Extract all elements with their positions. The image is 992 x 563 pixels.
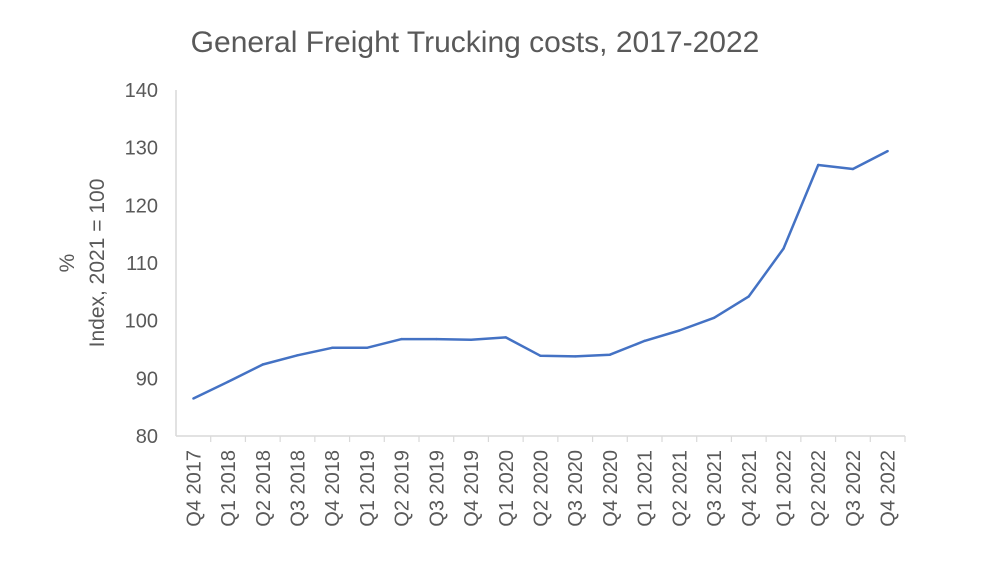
data-point [886,149,889,153]
x-tick-label: Q4 2018 [322,450,344,527]
data-point [365,346,369,349]
x-tick-label: Q4 2017 [183,450,205,527]
x-tick-label: Q4 2020 [600,450,622,527]
y-axis-label-unit: % [56,254,79,273]
y-tick-label: 140 [125,80,158,102]
data-point [331,346,334,349]
chart-title: General Freight Trucking costs, 2017-202… [191,26,760,59]
y-tick-label: 120 [125,195,158,217]
data-point [678,329,681,332]
data-point [400,337,403,341]
x-tick-label: Q2 2021 [669,450,691,527]
x-tick-label: Q2 2019 [392,450,414,527]
series-group [192,149,889,400]
series-line [192,149,889,400]
data-point [817,163,820,167]
data-point [226,380,230,383]
y-tick-label: 80 [136,426,158,448]
data-point [608,353,612,356]
y-tick-label: 110 [126,253,158,275]
x-tick-label: Q4 2019 [461,450,483,527]
x-tick-label: Q4 2021 [739,450,761,527]
x-tick-label: Q1 2021 [635,450,657,527]
x-tick-label: Q4 2022 [878,450,900,527]
data-point [504,336,507,339]
data-point [296,354,299,357]
y-tick-label: 100 [125,311,158,333]
x-tick-label: Q3 2022 [843,450,865,527]
x-tick-label: Q1 2019 [357,450,379,527]
y-axis-label: % Index, 2021 = 100 [56,179,109,348]
data-point [435,337,438,341]
y-axis-label-index: Index, 2021 = 100 [86,179,109,348]
x-tick-label: Q2 2022 [808,450,830,527]
data-point [747,295,750,298]
x-tick-label: Q3 2020 [565,450,587,527]
x-tick-label: Q3 2021 [704,450,726,527]
y-axis: 80 90 100 110 120 130 140 [125,80,158,448]
data-point [712,316,716,319]
x-tick-label: Q3 2018 [288,450,310,527]
x-tick-label: Q1 2022 [774,450,796,527]
data-point [574,355,577,358]
x-tick-label: Q3 2019 [426,450,448,527]
x-tick-label: Q1 2020 [496,450,518,527]
x-axis: Q4 2017 Q1 2018 Q2 2018 Q3 2018 Q4 2018 Q1 20… [183,436,906,527]
data-point [851,167,855,171]
data-point [192,397,195,400]
data-point [261,363,264,366]
data-point [469,338,473,341]
x-tick-label: Q2 2020 [531,450,553,527]
x-tick-label: Q1 2018 [218,450,240,527]
x-tick-label: Q2 2018 [253,450,275,527]
data-point [782,247,785,250]
data-point [643,339,646,343]
data-point [539,354,542,358]
y-tick-label: 130 [125,138,158,160]
y-tick-label: 90 [136,368,158,390]
